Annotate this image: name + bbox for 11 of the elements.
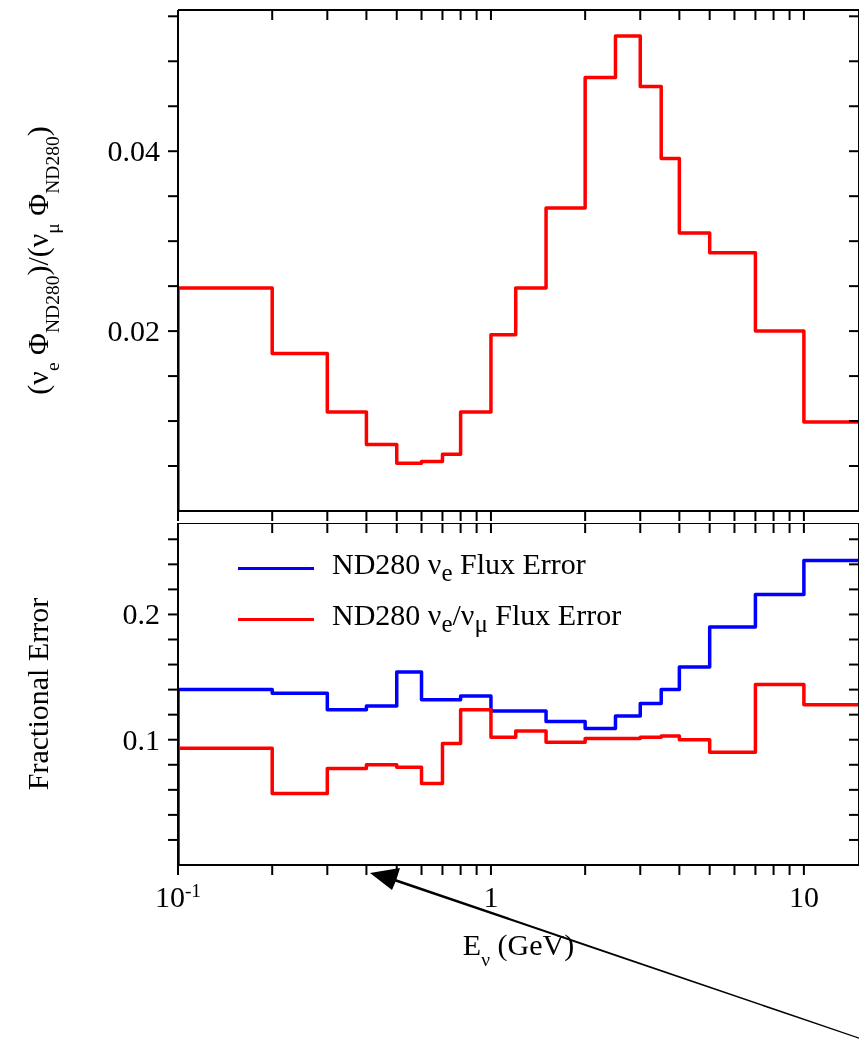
y-tick-label: 0.04 [107, 134, 160, 168]
legend-label: ND280 ν$_{e}$ Flux Error [332, 546, 586, 588]
x-tick-label: 1 [483, 880, 499, 913]
y-tick-label: 0.1 [122, 722, 160, 756]
x-axis-title: E$_{ν}$ (GeV) [462, 928, 575, 970]
y-tick-label: 0.2 [122, 597, 160, 631]
x-tick-label: 10$^{-1}$ [154, 879, 202, 913]
y-axis-title: Fractional Error [21, 597, 54, 791]
x-tick-label: 10 [788, 880, 819, 913]
legend-label: ND280 ν$_{e}$/ν$_{μ}$ Flux Error [332, 597, 622, 639]
y-tick-label: 0.02 [107, 314, 160, 348]
